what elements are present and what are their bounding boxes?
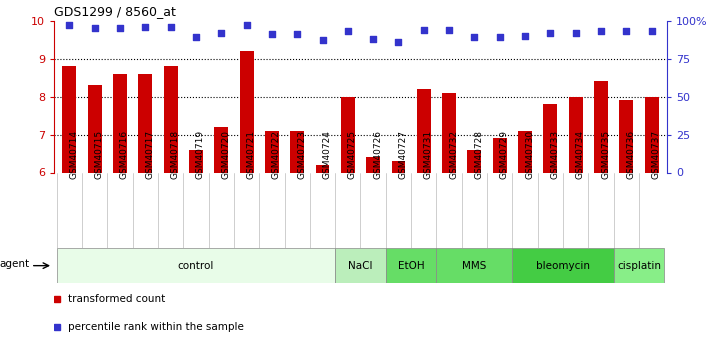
Point	[570, 30, 582, 36]
Point	[266, 32, 278, 37]
Text: transformed count: transformed count	[68, 294, 165, 304]
Point	[621, 29, 632, 34]
Text: cisplatin: cisplatin	[617, 261, 661, 270]
Bar	[316, 165, 329, 172]
Bar	[239, 51, 254, 172]
Point	[114, 26, 125, 31]
Text: GSM40722: GSM40722	[272, 130, 281, 179]
Text: GSM40724: GSM40724	[322, 130, 332, 179]
Bar	[518, 131, 532, 172]
Text: control: control	[177, 261, 214, 270]
Text: GSM40730: GSM40730	[525, 129, 534, 179]
Text: NaCl: NaCl	[348, 261, 373, 270]
Text: GSM40717: GSM40717	[145, 129, 154, 179]
Text: bleomycin: bleomycin	[536, 261, 590, 270]
Text: GSM40733: GSM40733	[550, 129, 559, 179]
Text: GSM40718: GSM40718	[171, 129, 180, 179]
Text: GSM40731: GSM40731	[424, 129, 433, 179]
Bar	[214, 127, 228, 172]
Text: GSM40716: GSM40716	[120, 129, 129, 179]
Bar	[493, 138, 507, 172]
Point	[317, 38, 328, 43]
Bar	[569, 97, 583, 172]
Point	[596, 29, 607, 34]
Point	[190, 34, 202, 40]
Text: GSM40720: GSM40720	[221, 130, 230, 179]
Bar	[614, 248, 664, 283]
Text: GSM40727: GSM40727	[399, 130, 407, 179]
Text: GSM40714: GSM40714	[69, 130, 79, 179]
Text: GSM40721: GSM40721	[247, 130, 255, 179]
Point	[418, 27, 430, 32]
Point	[443, 27, 455, 32]
Point	[368, 36, 379, 42]
Text: GDS1299 / 8560_at: GDS1299 / 8560_at	[54, 5, 176, 18]
Bar	[113, 74, 127, 172]
Text: GSM40726: GSM40726	[373, 130, 382, 179]
Point	[469, 34, 480, 40]
Bar	[335, 248, 386, 283]
Bar	[436, 248, 513, 283]
Point	[89, 26, 100, 31]
Text: MMS: MMS	[462, 261, 487, 270]
Text: GSM40728: GSM40728	[474, 130, 484, 179]
Bar	[619, 100, 633, 172]
Bar	[645, 97, 659, 172]
Point	[291, 32, 303, 37]
Point	[216, 30, 227, 36]
Bar	[594, 81, 608, 172]
Text: GSM40736: GSM40736	[627, 129, 635, 179]
Bar	[513, 248, 614, 283]
Bar	[341, 97, 355, 172]
Text: percentile rank within the sample: percentile rank within the sample	[68, 322, 244, 332]
Bar	[57, 248, 335, 283]
Bar	[88, 85, 102, 172]
Bar	[386, 248, 436, 283]
Point	[139, 24, 151, 30]
Text: GSM40715: GSM40715	[94, 129, 104, 179]
Point	[494, 34, 505, 40]
Text: EtOH: EtOH	[398, 261, 425, 270]
Text: GSM40737: GSM40737	[652, 129, 660, 179]
Bar	[467, 150, 482, 172]
Point	[165, 24, 177, 30]
Bar	[164, 66, 177, 172]
Point	[544, 30, 556, 36]
Bar	[442, 93, 456, 172]
Point	[241, 22, 252, 28]
Point	[393, 39, 404, 45]
Bar	[366, 157, 380, 172]
Bar	[392, 161, 405, 172]
Point	[519, 33, 531, 39]
Bar	[265, 131, 279, 172]
Point	[646, 29, 658, 34]
Text: GSM40732: GSM40732	[449, 130, 458, 179]
Bar	[417, 89, 430, 172]
Point	[63, 22, 75, 28]
Bar	[138, 74, 152, 172]
Text: GSM40725: GSM40725	[348, 130, 357, 179]
Text: GSM40729: GSM40729	[500, 130, 509, 179]
Bar	[544, 104, 557, 172]
Text: agent: agent	[0, 259, 30, 269]
Point	[342, 29, 353, 34]
Text: GSM40735: GSM40735	[601, 129, 610, 179]
Text: GSM40734: GSM40734	[576, 130, 585, 179]
Bar	[291, 131, 304, 172]
Bar	[62, 66, 76, 172]
Text: GSM40723: GSM40723	[297, 130, 306, 179]
Text: GSM40719: GSM40719	[196, 129, 205, 179]
Bar	[189, 150, 203, 172]
